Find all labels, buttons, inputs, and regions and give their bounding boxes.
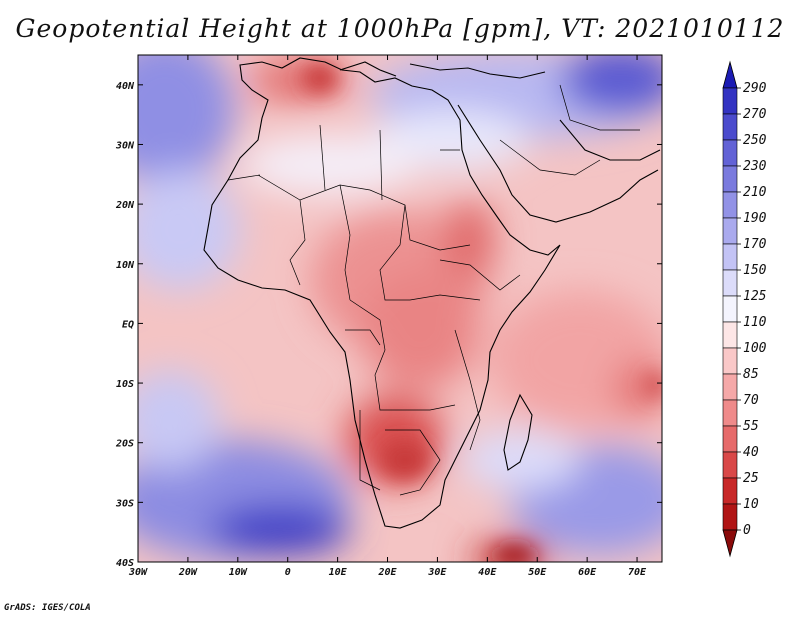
lon-tick-label: 40E [478,567,497,578]
europe-coast [339,61,397,77]
colorbar-swatch [722,503,738,531]
lon-tick-label: 20W [178,567,198,578]
colorbar-label: 290 [743,81,767,96]
lat-tick-label: 20S [115,439,134,450]
colorbar-label: 270 [743,107,767,122]
latitude-axis: 40N 30N 20N 10N EQ 10S 20S 30S 40S [115,81,662,569]
colorbar-label: 210 [743,185,767,200]
colorbar-swatch [722,269,738,297]
black-sea-coast [409,63,546,79]
colorbar-swatch [722,165,738,193]
lon-tick-label: 50E [528,567,547,578]
colorbar-swatch [722,217,738,245]
lon-tick-label: 10W [229,567,248,578]
lat-tick-label: 20N [115,200,135,211]
lat-tick-label: 10N [116,260,135,271]
colorbar-label: 55 [743,419,759,434]
lon-tick-label: 70E [628,567,647,578]
gulf-coast [559,119,661,161]
colorbar-swatch [722,295,738,323]
arabia-coast [457,104,659,223]
colorbar-swatch [722,399,738,427]
height-field [138,55,662,562]
colorbar: 2902702502302101901701501251101008570554… [722,60,767,558]
colorbar-label: 85 [743,367,759,382]
colorbar-swatch [722,87,738,115]
colorbar-label: 150 [743,263,767,278]
colorbar-label: 230 [743,159,767,174]
plot-frame [137,54,663,563]
lat-tick-label: 30S [115,498,134,509]
lat-tick-label: EQ [122,319,134,330]
colorbar-label: 10 [743,497,759,512]
lon-tick-label: 20E [377,567,397,578]
colorbar-swatch [722,373,738,401]
colorbar-label: 25 [743,471,759,486]
coastlines [203,57,661,529]
colorbar-label: 250 [743,133,767,148]
colorbar-swatch [722,113,738,141]
lon-tick-label: 10E [329,567,348,578]
lat-tick-label: 30N [115,140,135,151]
colorbar-label: 110 [743,315,767,330]
africa-coast [203,57,561,529]
colorbar-swatch [722,139,738,167]
colorbar-swatch [722,191,738,219]
colorbar-label: 190 [743,211,767,226]
lon-tick-label: 30E [427,567,447,578]
colorbar-swatch [722,451,738,479]
map-title: Geopotential Height at 1000hPa [gpm], VT… [15,14,785,43]
colorbar-label: 70 [743,393,759,408]
colorbar-swatch [722,425,738,453]
colorbar-label: 170 [743,237,767,252]
country-borders [227,84,640,496]
colorbar-arrow-bottom [722,529,738,558]
colorbar-arrow-top [722,60,738,89]
colorbar-swatch [722,243,738,271]
colorbar-swatch [722,477,738,505]
lon-tick-label: 0 [285,567,291,578]
colorbar-label: 100 [743,341,767,356]
lat-tick-label: 10S [116,379,134,390]
madagascar-coast [503,393,533,471]
colorbar-swatch [722,321,738,349]
software-credit: GrADS: IGES/COLA [4,603,91,613]
lat-tick-label: 40N [116,81,135,92]
lon-tick-label: 30W [128,567,148,578]
colorbar-label: 125 [743,289,767,304]
colorbar-label: 40 [743,445,759,460]
colorbar-label: 0 [743,523,751,538]
lat-tick-label: 40S [116,558,134,569]
longitude-axis: 30W 20W 10W 0 10E 20E 30E 40E 50E 60E 70E [128,55,647,578]
colorbar-swatch [722,347,738,375]
lon-tick-label: 60E [578,567,597,578]
